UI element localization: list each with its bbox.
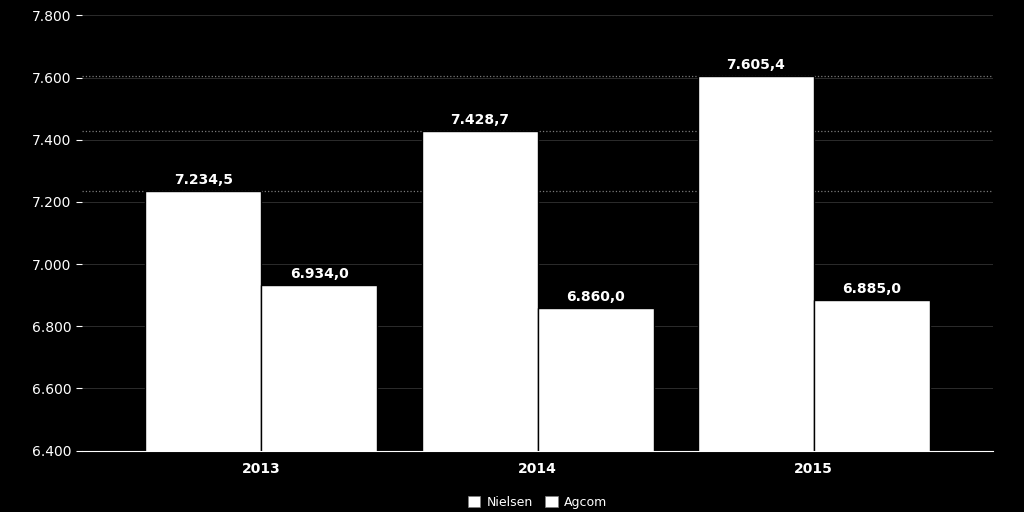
Text: 7.428,7: 7.428,7 — [451, 113, 509, 127]
Text: 6.885,0: 6.885,0 — [843, 282, 901, 296]
Bar — [261, 285, 378, 512]
Text: 6.934,0: 6.934,0 — [290, 267, 349, 281]
Text: 6.860,0: 6.860,0 — [566, 290, 625, 304]
Bar — [538, 308, 653, 512]
Text: 7.605,4: 7.605,4 — [726, 58, 785, 72]
Bar — [814, 300, 930, 512]
Bar — [422, 131, 538, 512]
Legend: Nielsen, Agcom: Nielsen, Agcom — [463, 491, 612, 512]
Text: 7.234,5: 7.234,5 — [174, 174, 232, 187]
Bar — [145, 191, 261, 512]
Bar — [697, 76, 814, 512]
